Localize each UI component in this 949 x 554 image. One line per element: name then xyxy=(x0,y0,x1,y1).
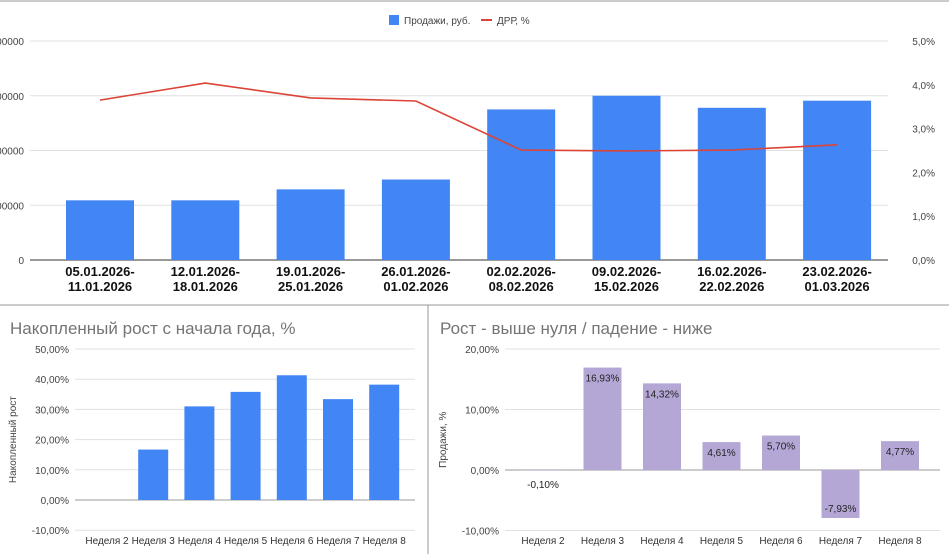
legend-label-drr: ДРР, % xyxy=(497,16,530,27)
category-label: Неделя 7 xyxy=(819,536,863,547)
data-label: 16,93% xyxy=(586,374,620,385)
sales-bar xyxy=(276,189,345,260)
tick-label: 20,00% xyxy=(465,345,499,356)
right-tick-label: 3,0% xyxy=(912,125,935,136)
bar xyxy=(881,441,919,470)
right-tick-label: 4,0% xyxy=(912,81,935,92)
bar xyxy=(138,449,169,500)
sales-bar xyxy=(381,179,450,260)
category-label: Неделя 8 xyxy=(878,536,922,547)
bar xyxy=(369,384,400,500)
bar xyxy=(821,470,860,518)
bar xyxy=(184,406,215,500)
right-tick-label: 5,0% xyxy=(912,37,935,48)
category-label: Неделя 7 xyxy=(316,536,360,547)
data-label: -7,93% xyxy=(825,504,857,515)
y-axis-title: Накопленный рост xyxy=(8,396,19,483)
category-label: Неделя 5 xyxy=(700,536,744,547)
category-label: Неделя 8 xyxy=(363,536,407,547)
right-tick-label: 2,0% xyxy=(912,168,935,179)
legend-swatch-sales xyxy=(389,15,399,25)
category-label: 16.02.2026-22.02.2026 xyxy=(697,264,766,294)
category-label: 09.02.2026-15.02.2026 xyxy=(592,264,661,294)
tick-label: 30,00% xyxy=(35,405,69,416)
bar xyxy=(643,383,681,470)
sales-bar xyxy=(803,100,872,261)
bar xyxy=(583,367,622,470)
data-label: 4,77% xyxy=(886,447,914,458)
category-label: Неделя 6 xyxy=(759,536,803,547)
bar xyxy=(276,375,307,500)
category-label: 23.02.2026-01.03.2026 xyxy=(802,264,871,294)
category-label: Неделя 2 xyxy=(521,536,565,547)
y-axis-title: Продажи, % xyxy=(438,412,449,468)
data-label: 5,70% xyxy=(767,442,795,453)
category-label: Неделя 3 xyxy=(132,536,176,547)
sales-bar xyxy=(171,200,240,260)
category-label: Неделя 4 xyxy=(640,536,684,547)
tick-label: 0,00% xyxy=(41,496,69,507)
data-label: 14,32% xyxy=(645,389,679,400)
category-label: 12.01.2026-18.01.2026 xyxy=(171,264,240,294)
data-label: 4,61% xyxy=(707,448,735,459)
tick-label: 50,00% xyxy=(35,345,69,356)
category-label: Неделя 5 xyxy=(224,536,268,547)
bar xyxy=(323,399,353,500)
bar xyxy=(524,470,562,471)
category-label: Неделя 6 xyxy=(270,536,314,547)
category-label: Неделя 3 xyxy=(581,536,625,547)
right-tick-label: 1,0% xyxy=(912,212,935,223)
chart-title: Рост - выше нуля / падение - ниже xyxy=(440,319,713,338)
category-label: 19.01.2026-25.01.2026 xyxy=(276,264,345,294)
tick-label: 0,00% xyxy=(471,466,499,477)
legend-label-sales: Продажи, руб. xyxy=(404,15,470,27)
drr-line xyxy=(99,82,838,152)
category-label: Неделя 4 xyxy=(178,536,222,547)
sales-bar xyxy=(697,107,766,260)
sales-bar xyxy=(487,109,556,260)
chart-title: Накопленный рост с начала года, % xyxy=(10,319,295,338)
bar xyxy=(230,391,261,500)
sales-bar xyxy=(592,95,661,260)
sales-bar xyxy=(66,200,134,260)
tick-label: 40,00% xyxy=(35,375,69,386)
tick-label: -10,00% xyxy=(32,526,69,537)
data-label: -0,10% xyxy=(527,480,559,491)
category-label: Неделя 2 xyxy=(85,536,129,547)
category-label: 02.02.2026-08.02.2026 xyxy=(486,264,555,294)
bar xyxy=(702,442,741,470)
category-label: 26.01.2026-01.02.2026 xyxy=(381,264,450,294)
tick-label: 10,00% xyxy=(35,466,69,477)
tick-label: -10,00% xyxy=(462,527,499,538)
tick-label: 10,00% xyxy=(465,406,499,417)
bar xyxy=(762,435,800,470)
category-label: 05.01.2026-11.01.2026 xyxy=(65,264,134,294)
right-tick-label: 0,0% xyxy=(912,256,935,267)
left-tick-label: 0 xyxy=(18,256,24,267)
tick-label: 20,00% xyxy=(35,436,69,447)
